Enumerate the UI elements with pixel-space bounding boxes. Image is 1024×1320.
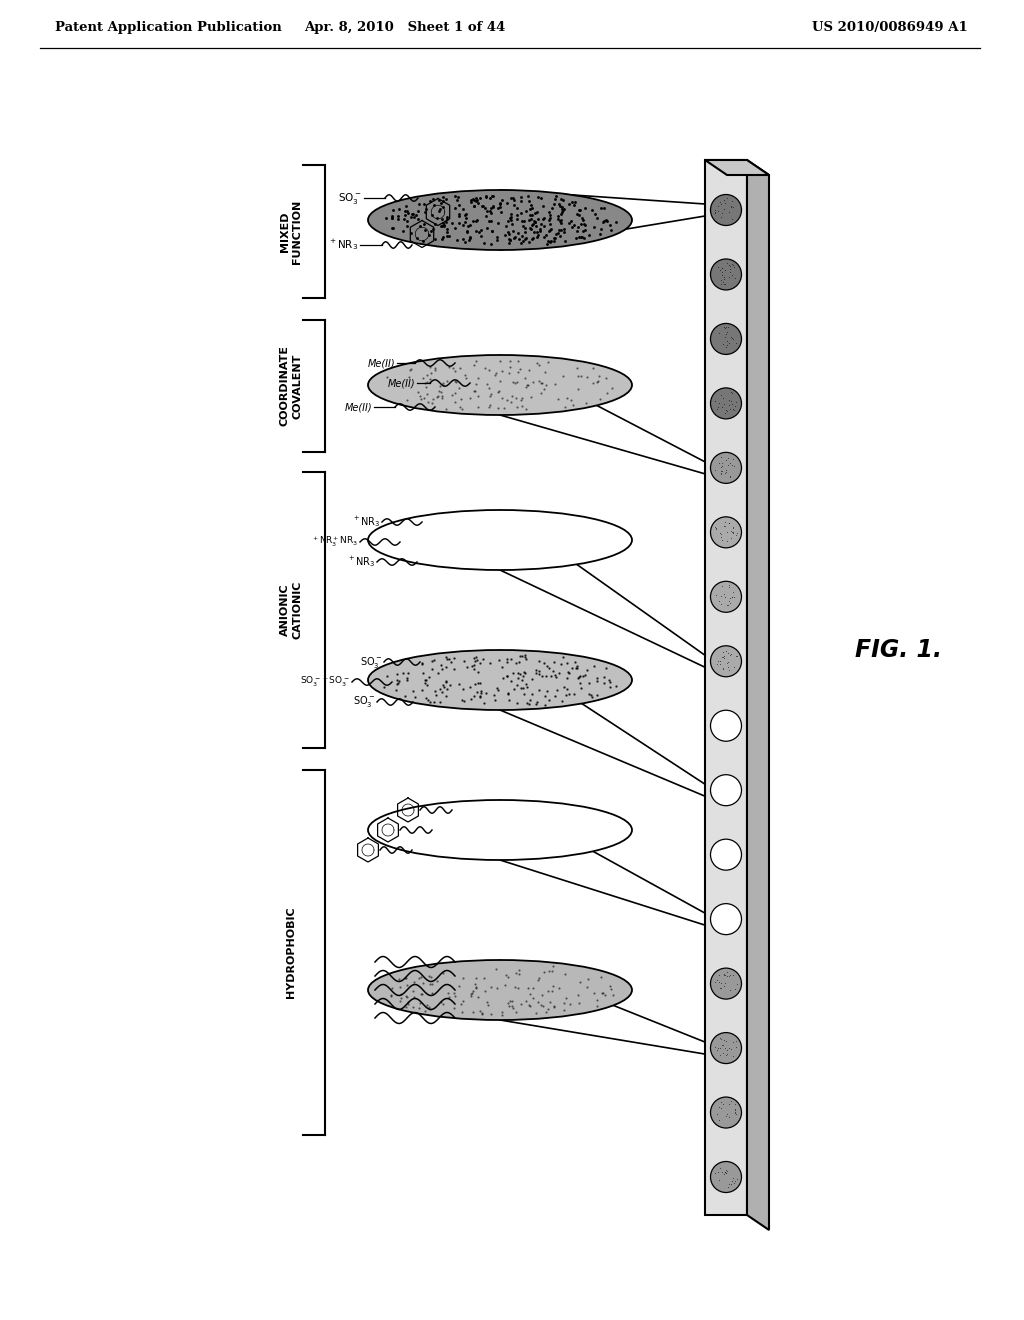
Circle shape [711, 1162, 741, 1192]
Circle shape [711, 517, 741, 548]
Polygon shape [746, 160, 769, 1230]
Circle shape [711, 323, 741, 355]
Circle shape [711, 710, 741, 742]
Circle shape [711, 645, 741, 677]
Polygon shape [500, 649, 705, 796]
Text: $^+$NR$_3$: $^+$NR$_3$ [347, 554, 375, 569]
Text: Me(II): Me(II) [387, 378, 415, 388]
Text: SO$_3^-$: SO$_3^-$ [352, 694, 375, 709]
Ellipse shape [368, 649, 632, 710]
Ellipse shape [368, 190, 632, 249]
Text: COORDINATE
COVALENT: COORDINATE COVALENT [280, 346, 302, 426]
Bar [705, 160, 746, 1214]
Ellipse shape [368, 355, 632, 414]
Circle shape [711, 904, 741, 935]
Polygon shape [500, 355, 705, 474]
Circle shape [711, 453, 741, 483]
Text: SO$_3^-$$^+$SO$_3^-$: SO$_3^-$$^+$SO$_3^-$ [300, 675, 350, 689]
Circle shape [711, 968, 741, 999]
Text: MIXED
FUNCTION: MIXED FUNCTION [280, 199, 302, 264]
Text: SO$_3^-$: SO$_3^-$ [359, 655, 382, 669]
Polygon shape [500, 190, 705, 249]
Text: HYDROPHOBIC: HYDROPHOBIC [286, 907, 296, 998]
Text: $^+$NR$_3$: $^+$NR$_3$ [351, 515, 380, 529]
Circle shape [711, 840, 741, 870]
Circle shape [711, 775, 741, 805]
Text: Me(II): Me(II) [368, 358, 395, 368]
Text: Me(II): Me(II) [344, 403, 372, 412]
Circle shape [711, 259, 741, 290]
Text: FIG. 1.: FIG. 1. [855, 638, 942, 663]
Ellipse shape [368, 800, 632, 861]
Polygon shape [500, 510, 705, 668]
Polygon shape [705, 160, 769, 176]
Text: Patent Application Publication: Patent Application Publication [55, 21, 282, 34]
Text: US 2010/0086949 A1: US 2010/0086949 A1 [812, 21, 968, 34]
Circle shape [711, 581, 741, 612]
Text: $^+$NR$_3$: $^+$NR$_3$ [328, 238, 358, 252]
Text: $^+$NR$_3^+$NR$_3$: $^+$NR$_3^+$NR$_3$ [311, 535, 358, 549]
Text: ANIONIC
CATIONIC: ANIONIC CATIONIC [280, 581, 302, 639]
Circle shape [711, 1097, 741, 1129]
Polygon shape [500, 960, 705, 1055]
Ellipse shape [368, 510, 632, 570]
Circle shape [711, 388, 741, 418]
Text: SO$_3^-$: SO$_3^-$ [338, 190, 362, 206]
Text: Apr. 8, 2010   Sheet 1 of 44: Apr. 8, 2010 Sheet 1 of 44 [304, 21, 506, 34]
Circle shape [711, 194, 741, 226]
Circle shape [711, 1032, 741, 1064]
Ellipse shape [368, 960, 632, 1020]
Polygon shape [500, 800, 705, 925]
